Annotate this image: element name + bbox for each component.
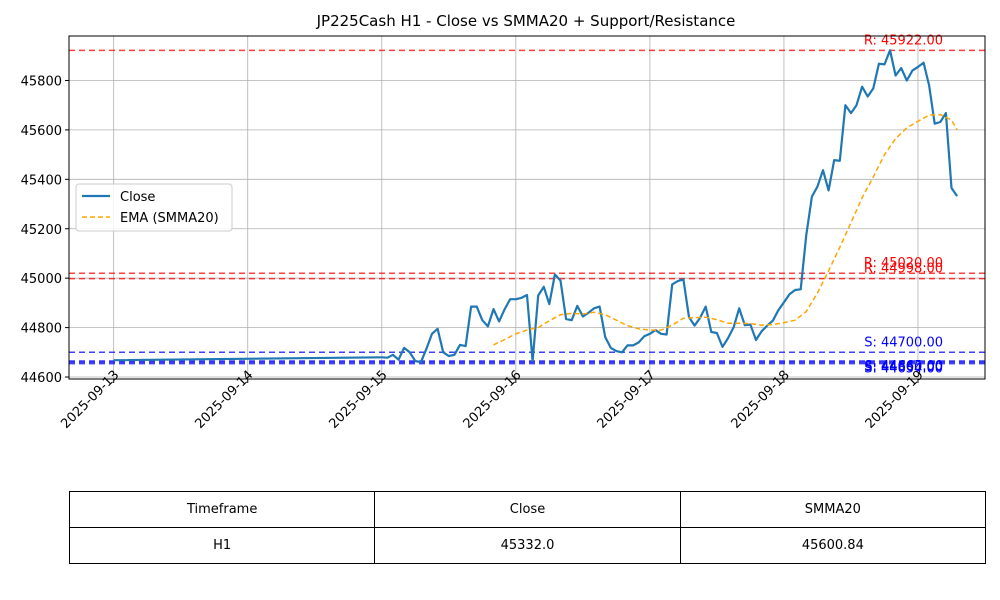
table-cell-smma20: 45600.84 [679, 527, 987, 564]
support-label: S: 44700.00 [864, 335, 943, 350]
chart-title: JP225Cash H1 - Close vs SMMA20 + Support… [316, 12, 736, 30]
support-label: S: 44654.00 [864, 362, 943, 377]
table-header-row: Timeframe Close SMMA20 [68, 491, 987, 528]
table-header-timeframe: Timeframe [68, 491, 376, 528]
legend-label-close: Close [120, 190, 155, 205]
legend-box [75, 183, 233, 232]
table-row: H1 45332.0 45600.84 [68, 527, 987, 564]
table-cell-close: 45332.0 [374, 527, 681, 564]
y-tick-label: 45800 [21, 74, 62, 89]
legend: Close EMA (SMMA20) [75, 183, 233, 232]
support-resistance-levels: R: 45922.00 R: 45020.00R: 44998.00 S: 4470… [69, 33, 985, 377]
y-tick-label: 45600 [21, 124, 62, 139]
legend-label-smma20: EMA (SMMA20) [120, 211, 219, 226]
series-lines [113, 49, 959, 364]
y-tick-label: 45200 [21, 223, 62, 238]
resistance-label: R: 44998.00 [864, 262, 943, 277]
smma20-series-line [493, 113, 958, 346]
y-tick-label: 45000 [21, 272, 62, 287]
resistance-label: R: 45922.00 [864, 33, 943, 48]
y-tick-label: 44600 [21, 371, 62, 386]
y-tick-label: 45400 [21, 173, 62, 188]
summary-table: Timeframe Close SMMA20 H1 45332.0 45600.… [68, 491, 987, 564]
chart: JP225Cash H1 - Close vs SMMA20 + Support… [21, 12, 986, 432]
table-cell-timeframe: H1 [68, 527, 376, 564]
plot-frame [68, 35, 986, 380]
table-header-close: Close [374, 491, 681, 528]
close-series-line [113, 49, 959, 364]
resistance-label: R: 45020.00 [864, 256, 943, 271]
y-tick-label: 44800 [21, 322, 62, 337]
table-header-smma20: SMMA20 [679, 491, 987, 528]
y-axis: 44600 44800 45000 45200 45400 45600 45800 [21, 74, 69, 386]
